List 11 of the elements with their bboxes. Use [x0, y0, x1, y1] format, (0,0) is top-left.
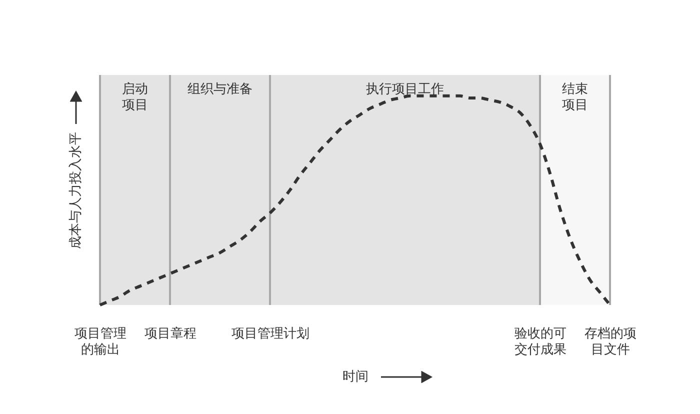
band-label: 执行项目工作: [366, 82, 444, 97]
band-label: 结束项目: [562, 82, 588, 113]
x-axis-title: 时间: [342, 370, 368, 384]
band-label: 启动项目: [122, 81, 148, 113]
x-tick-label: 存档的项目文件: [584, 326, 636, 358]
band-label: 组织与准备: [188, 82, 252, 97]
x-tick-label: 项目管理计划: [232, 326, 310, 342]
x-tick-label: 项目管理的输出: [74, 326, 126, 358]
x-tick-label: 验收的可交付成果: [514, 326, 566, 358]
y-axis-title: 成本与人力投入水平: [68, 132, 84, 249]
x-tick-label: 项目章程: [144, 326, 196, 342]
